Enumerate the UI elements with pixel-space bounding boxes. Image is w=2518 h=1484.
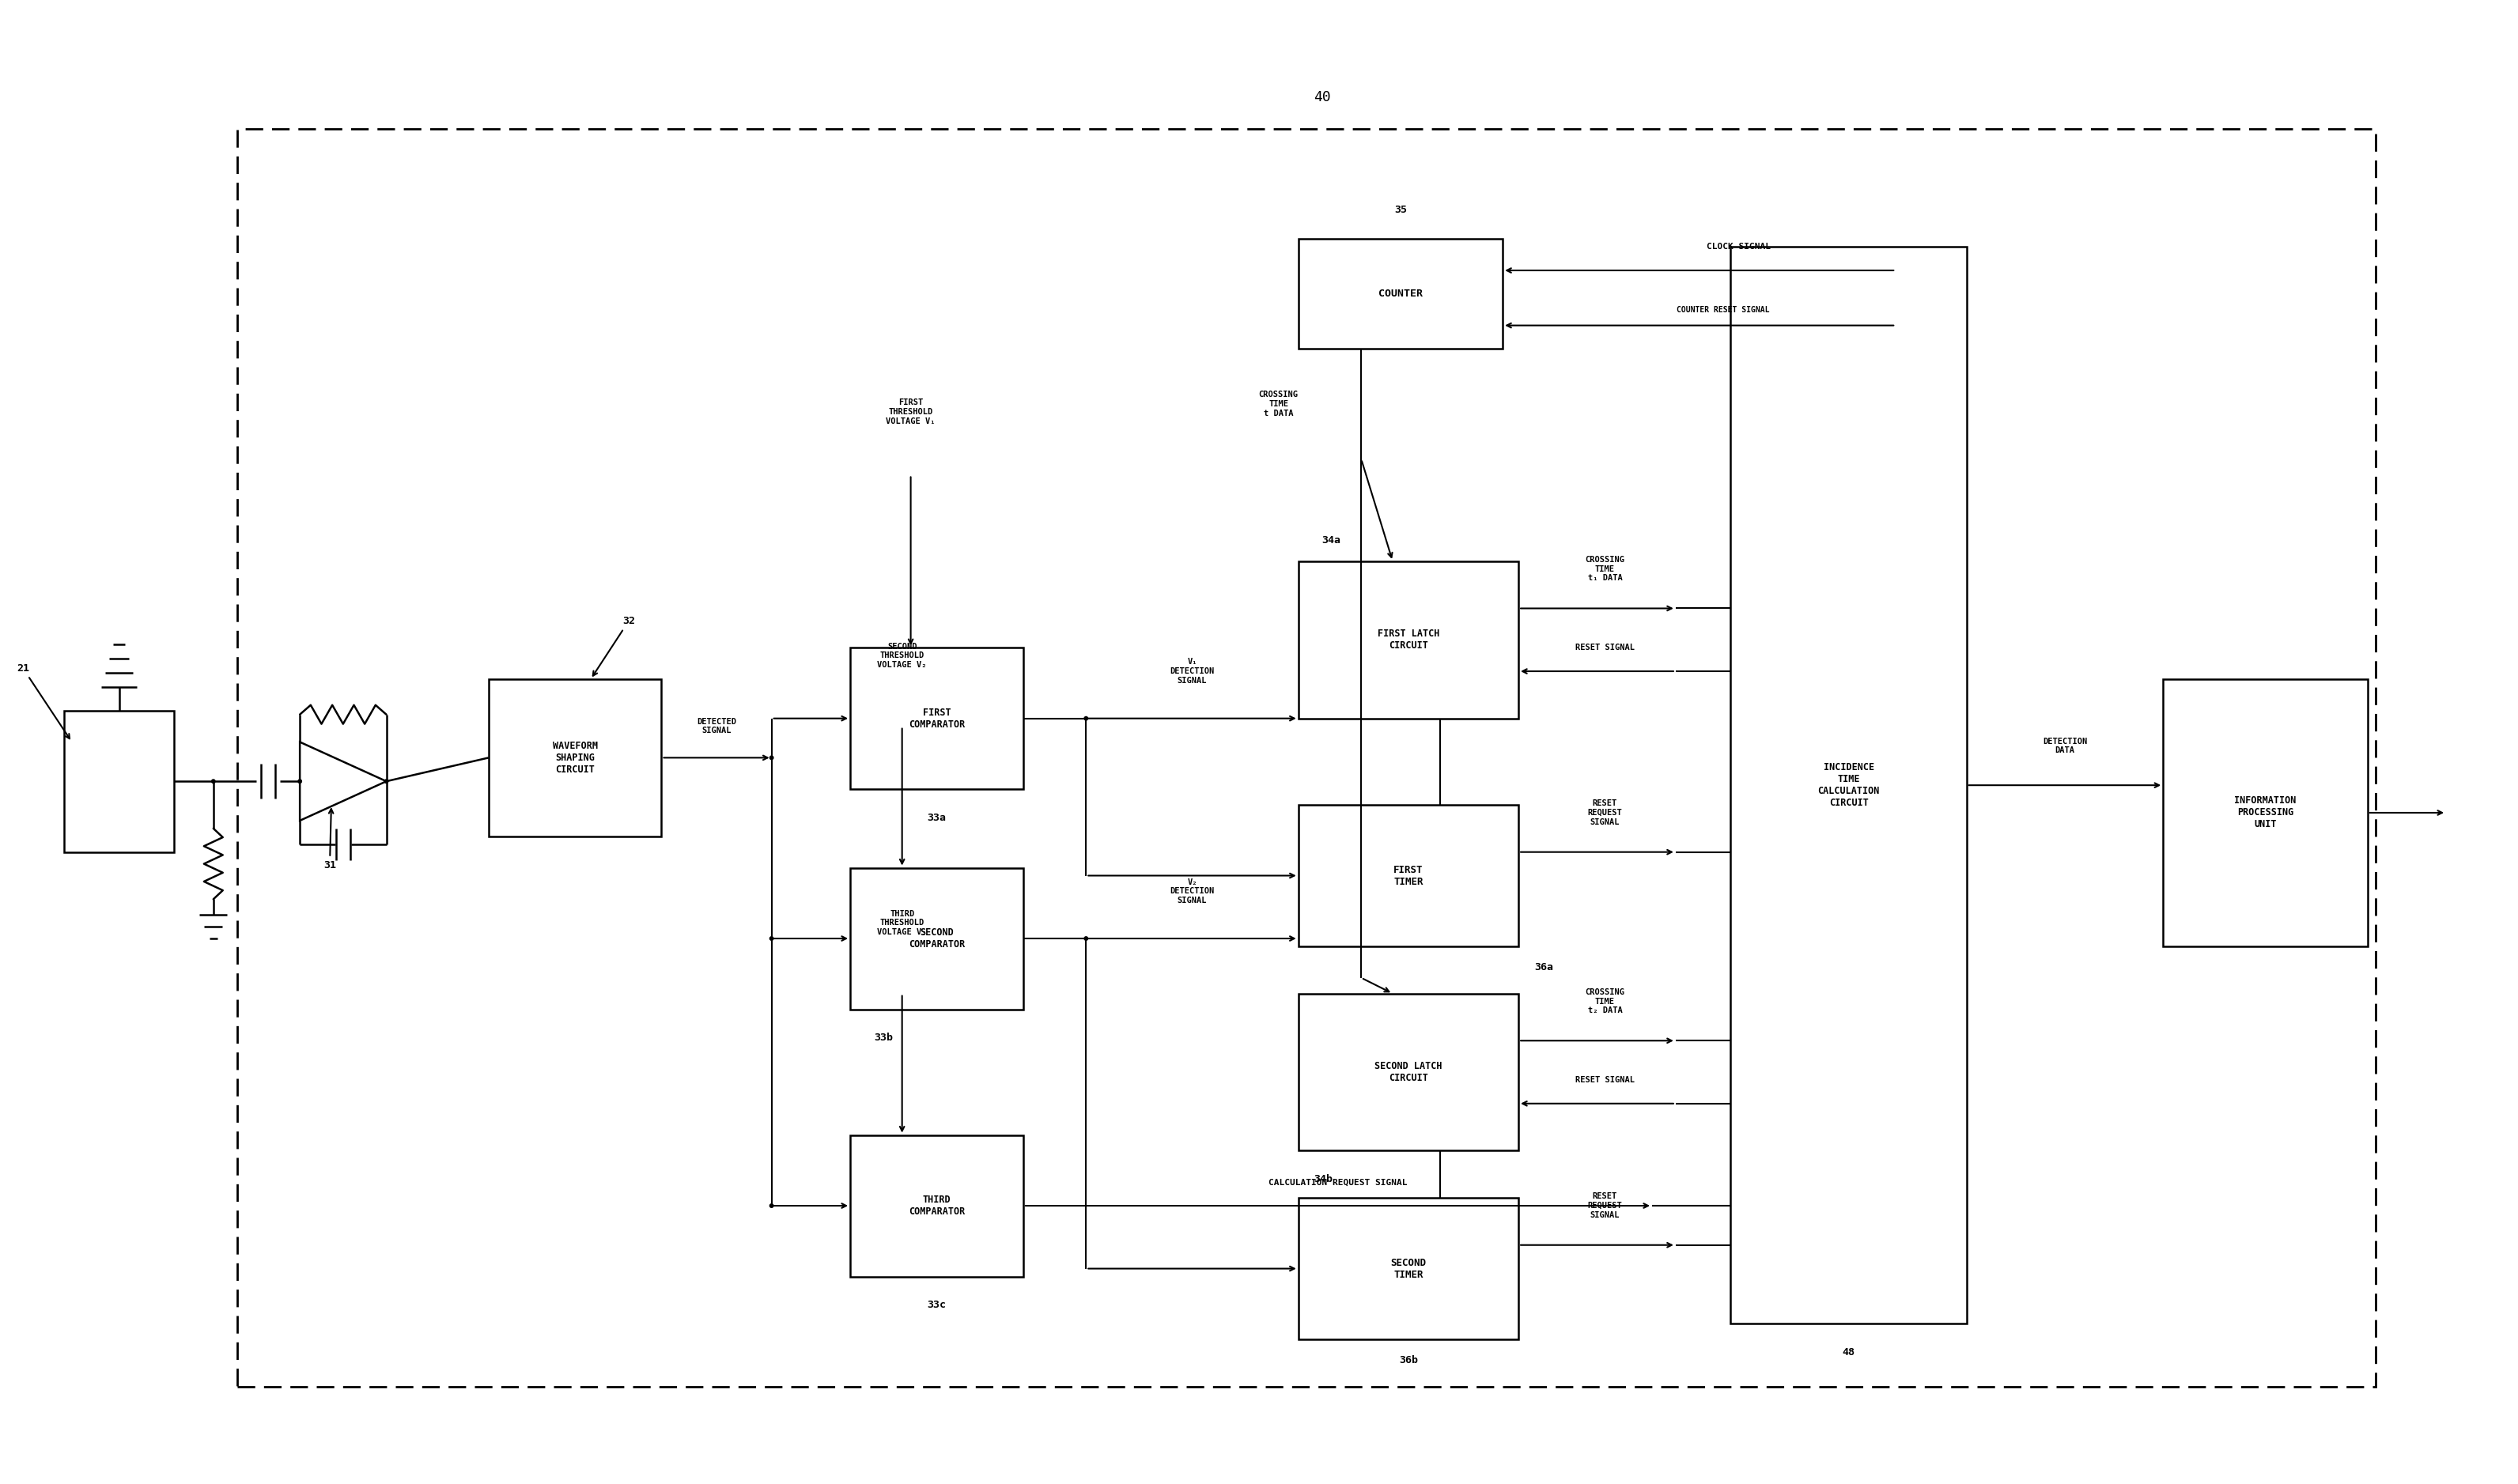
Circle shape — [1085, 717, 1088, 720]
Bar — [851, 868, 1022, 1009]
Bar — [1730, 246, 1967, 1324]
Bar — [851, 647, 1022, 789]
Circle shape — [212, 779, 214, 784]
Circle shape — [1085, 936, 1088, 941]
Circle shape — [771, 755, 773, 760]
Text: 33b: 33b — [874, 1033, 894, 1043]
Text: 36a: 36a — [1533, 962, 1554, 972]
Text: SECOND LATCH
CIRCUIT: SECOND LATCH CIRCUIT — [1375, 1061, 1443, 1083]
Bar — [2163, 680, 2367, 947]
Bar — [1299, 993, 1518, 1150]
Circle shape — [771, 1204, 773, 1208]
Text: 31: 31 — [322, 809, 335, 870]
Text: INFORMATION
PROCESSING
UNIT: INFORMATION PROCESSING UNIT — [2233, 795, 2296, 830]
Text: CLOCK SIGNAL: CLOCK SIGNAL — [1707, 243, 1770, 251]
Bar — [63, 711, 174, 852]
Text: WAVEFORM
SHAPING
CIRCUIT: WAVEFORM SHAPING CIRCUIT — [551, 741, 597, 775]
Text: 48: 48 — [1843, 1347, 1856, 1358]
Text: SECOND
THRESHOLD
VOLTAGE V₂: SECOND THRESHOLD VOLTAGE V₂ — [876, 643, 927, 669]
Text: SECOND
TIMER: SECOND TIMER — [1390, 1257, 1425, 1279]
Text: 34b: 34b — [1314, 1174, 1332, 1184]
Text: CROSSING
TIME
t₁ DATA: CROSSING TIME t₁ DATA — [1586, 556, 1624, 582]
Text: RESET
REQUEST
SIGNAL: RESET REQUEST SIGNAL — [1589, 800, 1622, 827]
Circle shape — [297, 779, 302, 784]
Text: CROSSING
TIME
t DATA: CROSSING TIME t DATA — [1259, 390, 1299, 417]
Bar — [1299, 561, 1518, 718]
Text: FIRST
COMPARATOR: FIRST COMPARATOR — [909, 708, 964, 730]
Text: RESET SIGNAL: RESET SIGNAL — [1576, 1076, 1634, 1083]
Circle shape — [385, 779, 388, 784]
Bar — [488, 680, 662, 837]
Text: SECOND
COMPARATOR: SECOND COMPARATOR — [909, 927, 964, 950]
Bar — [1299, 239, 1503, 349]
Text: FIRST
TIMER: FIRST TIMER — [1392, 865, 1423, 886]
Text: 32: 32 — [592, 616, 635, 675]
Circle shape — [771, 936, 773, 941]
Text: V₁
DETECTION
SIGNAL: V₁ DETECTION SIGNAL — [1171, 657, 1214, 684]
Bar — [1299, 1198, 1518, 1340]
Text: INCIDENCE
TIME
CALCULATION
CIRCUIT: INCIDENCE TIME CALCULATION CIRCUIT — [1818, 763, 1878, 809]
Bar — [1299, 804, 1518, 947]
Text: THIRD
THRESHOLD
VOLTAGE V₃: THIRD THRESHOLD VOLTAGE V₃ — [876, 910, 927, 936]
Text: 40: 40 — [1314, 91, 1330, 104]
Text: COUNTER RESET SIGNAL: COUNTER RESET SIGNAL — [1677, 306, 1770, 313]
Text: V₂
DETECTION
SIGNAL: V₂ DETECTION SIGNAL — [1171, 879, 1214, 904]
Text: CALCULATION REQUEST SIGNAL: CALCULATION REQUEST SIGNAL — [1269, 1178, 1408, 1186]
Text: 35: 35 — [1395, 205, 1408, 215]
Text: RESET SIGNAL: RESET SIGNAL — [1576, 644, 1634, 651]
Text: DETECTION
DATA: DETECTION DATA — [2042, 738, 2087, 754]
Text: RESET
REQUEST
SIGNAL: RESET REQUEST SIGNAL — [1589, 1193, 1622, 1218]
Text: THIRD
COMPARATOR: THIRD COMPARATOR — [909, 1195, 964, 1217]
Text: 34a: 34a — [1322, 536, 1342, 546]
Text: DETECTED
SIGNAL: DETECTED SIGNAL — [697, 718, 735, 735]
Text: COUNTER: COUNTER — [1377, 289, 1423, 300]
Bar — [851, 1135, 1022, 1276]
Text: 33a: 33a — [927, 813, 947, 824]
Text: FIRST
THRESHOLD
VOLTAGE V₁: FIRST THRESHOLD VOLTAGE V₁ — [886, 399, 934, 424]
Text: CROSSING
TIME
t₂ DATA: CROSSING TIME t₂ DATA — [1586, 988, 1624, 1015]
Text: FIRST LATCH
CIRCUIT: FIRST LATCH CIRCUIT — [1377, 629, 1440, 651]
Text: 21: 21 — [18, 663, 71, 739]
Text: 36b: 36b — [1400, 1355, 1418, 1365]
Bar — [237, 129, 2374, 1386]
Text: 33c: 33c — [927, 1300, 947, 1310]
